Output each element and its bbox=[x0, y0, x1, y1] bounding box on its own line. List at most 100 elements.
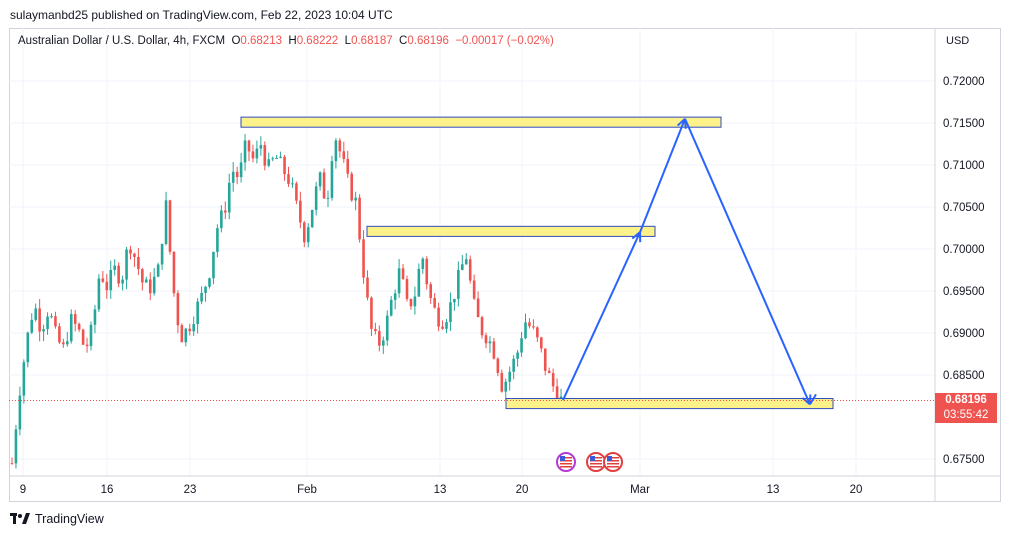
candle-body bbox=[34, 308, 37, 320]
flag-canton bbox=[607, 456, 612, 461]
time-tick-label: 16 bbox=[101, 484, 114, 496]
price-tick-label: 0.69500 bbox=[943, 286, 985, 298]
candle-body bbox=[342, 151, 346, 159]
candle-body bbox=[429, 284, 432, 298]
projection-leg bbox=[684, 118, 811, 405]
flag-stripe bbox=[590, 460, 602, 462]
candle-body bbox=[295, 183, 298, 201]
candle-body bbox=[551, 373, 555, 387]
us-flag-event-icon bbox=[603, 452, 623, 472]
candle-body bbox=[547, 370, 551, 374]
change-value: −0.00017 (−0.02%) bbox=[455, 35, 554, 47]
candle-body bbox=[461, 264, 464, 270]
candle-body bbox=[54, 316, 57, 327]
arrow-tail-mark bbox=[809, 393, 817, 405]
price-tick-label: 0.71000 bbox=[943, 160, 985, 172]
candle-body bbox=[366, 277, 369, 298]
event-icons[interactable] bbox=[556, 452, 623, 472]
candle-body bbox=[374, 328, 377, 332]
candle-body bbox=[105, 281, 109, 291]
candle-body bbox=[405, 279, 409, 299]
close-label: C bbox=[399, 35, 408, 47]
projection-leg bbox=[639, 118, 686, 233]
candle-body bbox=[148, 279, 152, 294]
candle-body bbox=[500, 372, 504, 392]
candle-body bbox=[464, 259, 468, 265]
candle-body bbox=[488, 341, 492, 344]
flag-stripe bbox=[607, 460, 619, 462]
candle-body bbox=[42, 329, 45, 332]
footer-brand[interactable]: TradingView bbox=[10, 512, 104, 526]
candle-body bbox=[528, 322, 531, 327]
candle-body bbox=[160, 243, 164, 265]
projection-arrows[interactable] bbox=[562, 118, 817, 406]
candle-body bbox=[101, 278, 105, 282]
high-value: 0.68222 bbox=[296, 35, 339, 47]
low-value: 0.68187 bbox=[351, 35, 393, 47]
candle-body bbox=[196, 301, 199, 325]
event-ring bbox=[603, 452, 623, 472]
publisher-line: sulaymanbd25 published on TradingView.co… bbox=[10, 8, 393, 22]
time-tick-label: 20 bbox=[516, 484, 529, 496]
candle-body bbox=[314, 186, 318, 210]
candle-body bbox=[504, 381, 508, 392]
candle-body bbox=[362, 239, 365, 278]
candle-body bbox=[255, 148, 259, 159]
candle-body bbox=[484, 335, 488, 344]
us-flag-event-icon bbox=[556, 452, 576, 472]
candle-body bbox=[58, 326, 61, 343]
candle-body bbox=[421, 258, 425, 269]
currency-label: USD bbox=[946, 35, 969, 47]
candle-body bbox=[22, 362, 26, 396]
us-flag-event-icon bbox=[586, 452, 606, 472]
candle-body bbox=[520, 338, 523, 353]
zones[interactable] bbox=[240, 116, 834, 410]
price-axis[interactable]: 0.72000 0.71500 0.71000 0.70500 0.70000 0.695… bbox=[943, 35, 985, 466]
candle-body bbox=[476, 298, 480, 318]
flag-stripe bbox=[560, 466, 572, 468]
candle-body bbox=[409, 298, 413, 307]
flag-stripe bbox=[607, 457, 619, 459]
candle-body bbox=[397, 268, 401, 294]
candle-body bbox=[30, 319, 34, 333]
candle-body bbox=[89, 324, 93, 347]
candle-body bbox=[208, 278, 211, 287]
candle-body bbox=[97, 278, 101, 310]
zone-middle-resistance bbox=[366, 225, 656, 237]
flag-canton bbox=[560, 456, 565, 461]
candle-body bbox=[184, 328, 188, 343]
time-tick-label: Feb bbox=[297, 484, 317, 496]
price-tick-label: 0.70500 bbox=[943, 202, 985, 214]
bar-countdown-tag: 03:55:42 bbox=[935, 407, 997, 423]
candle-body bbox=[480, 317, 484, 336]
candle-body bbox=[306, 227, 310, 243]
candle-body bbox=[14, 429, 18, 464]
chart-frame bbox=[9, 28, 1001, 502]
candle-body bbox=[449, 302, 452, 323]
candle-body bbox=[287, 174, 290, 184]
candle-body bbox=[259, 145, 263, 149]
candle-body bbox=[164, 200, 168, 244]
brand-label: TradingView bbox=[35, 512, 104, 526]
candles bbox=[10, 134, 563, 469]
candle-body bbox=[133, 253, 136, 257]
candle-body bbox=[152, 276, 156, 294]
flag-stripe bbox=[590, 463, 602, 465]
candle-body bbox=[239, 162, 243, 178]
candle-body bbox=[385, 315, 389, 341]
candle-body bbox=[227, 182, 231, 213]
symbol-title: Australian Dollar / U.S. Dollar, 4h, FXC… bbox=[18, 35, 226, 47]
candle-body bbox=[508, 371, 511, 382]
candle-body bbox=[540, 337, 543, 349]
time-axis[interactable]: 9 16 23 Feb 13 20 Mar 13 20 bbox=[20, 484, 863, 496]
time-tick-label: 13 bbox=[767, 484, 780, 496]
candle-body bbox=[200, 292, 203, 302]
candle-body bbox=[358, 197, 361, 240]
candle-body bbox=[413, 296, 417, 307]
candle-body bbox=[524, 322, 527, 339]
flag-stripe bbox=[607, 463, 619, 465]
ohlc-legend: Australian Dollar / U.S. Dollar, 4h, FXC… bbox=[18, 35, 554, 47]
flag-stripe bbox=[590, 457, 602, 459]
candle-body bbox=[310, 209, 314, 228]
